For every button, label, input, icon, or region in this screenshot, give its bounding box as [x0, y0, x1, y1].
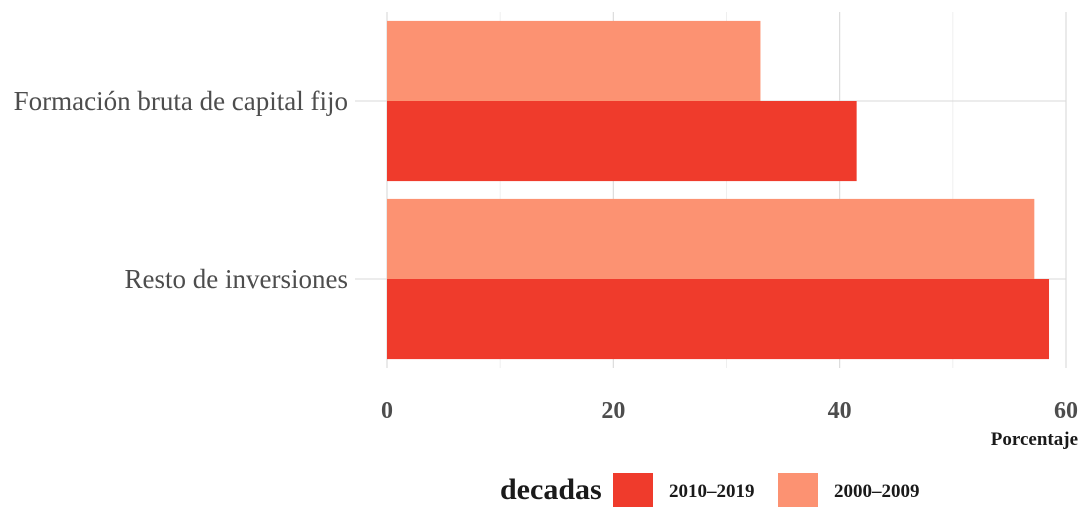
category-label: Formación bruta de capital fijo: [14, 86, 348, 116]
category-labels: Formación bruta de capital fijo Resto de …: [14, 86, 348, 294]
x-tick-label: 20: [601, 398, 625, 424]
legend-swatch: [778, 473, 818, 507]
x-tick-label: 0: [381, 398, 393, 424]
legend-swatch: [613, 473, 653, 507]
legend-title: decadas: [500, 473, 602, 506]
bar: [387, 279, 1050, 360]
x-tick-labels: 0 20 40 60: [381, 398, 1078, 424]
bar: [387, 20, 761, 101]
legend: decadas 2010–2019 2000–2009: [500, 473, 920, 507]
bar: [387, 101, 857, 182]
x-axis-title: Porcentaje: [991, 429, 1078, 450]
bar: [387, 198, 1035, 279]
legend-items: 2010–2019 2000–2009: [613, 473, 920, 507]
bars: [387, 20, 1050, 360]
x-tick-label: 60: [1054, 398, 1078, 424]
legend-label: 2000–2009: [834, 481, 920, 502]
legend-label: 2010–2019: [669, 481, 755, 502]
x-tick-label: 40: [828, 398, 852, 424]
category-label: Resto de inversiones: [125, 264, 348, 294]
